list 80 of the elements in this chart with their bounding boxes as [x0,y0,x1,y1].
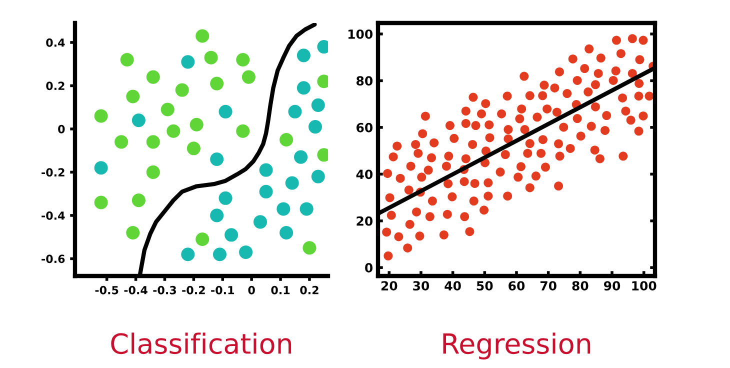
point [302,241,316,255]
x-tick-label: 40 [444,281,461,291]
point [196,29,210,43]
x-tick-label: 60 [508,281,525,291]
x-tick-label: -0.2 [182,286,205,294]
point [94,161,108,175]
point [114,135,128,149]
text: Classification [111,332,292,354]
x-tick-label: -0.5 [95,286,118,294]
point [146,135,160,149]
point [210,152,224,166]
point [285,176,299,190]
point [308,120,322,134]
y-tick-label: -0.4 [42,211,65,220]
point [212,248,227,262]
point [224,228,238,242]
x-tick-label: 80 [572,281,588,291]
point [196,232,210,246]
y-tick-label: 60 [356,122,373,132]
point [210,208,224,222]
point [311,98,325,112]
point [126,226,140,240]
point [146,165,160,179]
y-tick-label: 80 [356,76,373,86]
point [218,104,232,118]
point [239,245,253,259]
point [160,102,174,116]
y-tick-label: 100 [348,29,373,39]
x-tick-label: -0.4 [124,286,148,294]
y-tick-label: 0 [58,124,65,134]
point [132,114,146,128]
point [311,170,325,184]
y-tick-label: -0.2 [42,168,64,177]
x-tick-label: 50 [476,281,493,291]
x-tick-label: 100 [632,281,656,291]
point [296,81,310,95]
point [218,191,232,205]
point [210,76,224,90]
y-tick-label: 40 [356,170,373,180]
x-tick-label: 0.1 [271,286,290,294]
point [236,124,250,138]
point [242,70,256,84]
x-tick-label: 90 [604,281,620,291]
point [236,52,250,67]
point [120,52,134,67]
point [132,194,146,208]
y-tick-label: 0 [365,263,373,273]
point [288,104,302,118]
point [186,142,200,156]
point [280,133,294,147]
x-tick-label: 0 [248,286,255,294]
point [181,55,195,69]
point [276,202,290,216]
point [259,163,273,177]
y-tick-label: 0.4 [46,38,65,47]
point [175,83,189,97]
y-tick-label: -0.6 [42,254,65,264]
point [126,90,140,104]
point [300,202,314,216]
point [259,184,273,198]
y-tick-label: 0.2 [46,82,64,90]
point [94,109,108,123]
x-tick-label: 0.2 [300,286,318,294]
x-tick-label: 20 [381,281,398,291]
point [181,248,195,262]
x-tick-label: 70 [540,281,556,291]
x-tick-label: 30 [413,281,430,291]
point [190,118,204,132]
point [166,124,180,138]
point [204,50,218,64]
x-tick-label: -0.3 [153,286,176,294]
text: Regression [443,332,590,360]
point [146,70,160,84]
point [296,48,310,62]
point [253,215,268,229]
point [280,226,294,240]
x-tick-label: -0.1 [211,286,234,294]
point [94,196,108,210]
y-tick-label: 20 [356,216,373,226]
point [294,150,308,164]
